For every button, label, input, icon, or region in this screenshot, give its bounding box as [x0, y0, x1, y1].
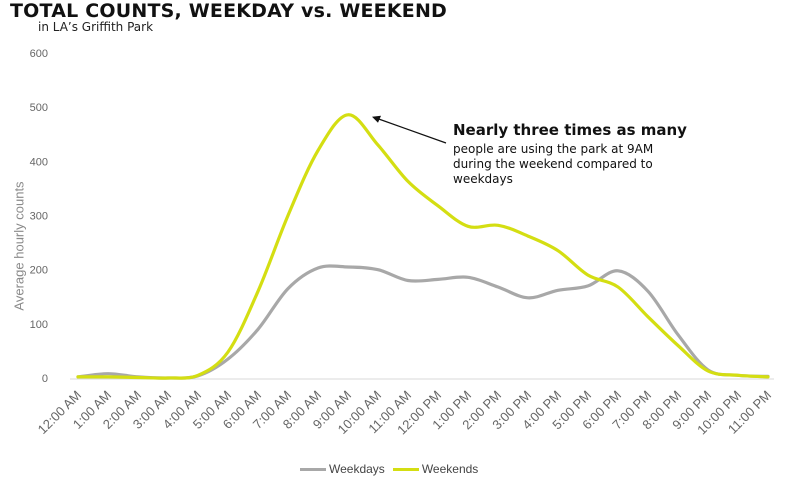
legend-swatch-weekends — [392, 467, 419, 471]
legend: Weekdays Weekends — [300, 462, 486, 476]
y-tick-label: 600 — [30, 48, 48, 60]
annotation-body: people are using the park at 9AM during … — [453, 142, 693, 187]
series-line-weekdays — [76, 264, 770, 380]
y-tick-label: 500 — [30, 102, 48, 114]
legend-label-weekdays: Weekdays — [329, 462, 385, 476]
y-tick-label: 300 — [30, 211, 48, 223]
annotation-arrow-line — [377, 118, 447, 144]
legend-label-weekends: Weekends — [421, 462, 479, 476]
series-line-weekends — [76, 113, 770, 380]
legend-item-weekdays: Weekdays — [300, 462, 385, 476]
annotation-title: Nearly three times as many — [453, 121, 687, 139]
y-tick-label: 200 — [30, 265, 48, 277]
annotation-line: during the weekend compared to — [453, 157, 653, 171]
annotation-line: people are using the park at 9AM — [453, 142, 654, 156]
annotation-arrowhead — [372, 115, 381, 123]
y-tick-label: 400 — [30, 156, 48, 168]
legend-item-weekends: Weekends — [392, 462, 479, 476]
annotation-line: weekdays — [453, 172, 513, 186]
y-tick-label: 100 — [30, 319, 48, 331]
legend-swatch-weekdays — [300, 467, 326, 471]
chart-subtitle: in LA’s Griffith Park — [38, 20, 154, 34]
y-tick-label: 0 — [42, 373, 48, 385]
chart-title: TOTAL COUNTS, WEEKDAY vs. WEEKEND — [10, 0, 448, 22]
